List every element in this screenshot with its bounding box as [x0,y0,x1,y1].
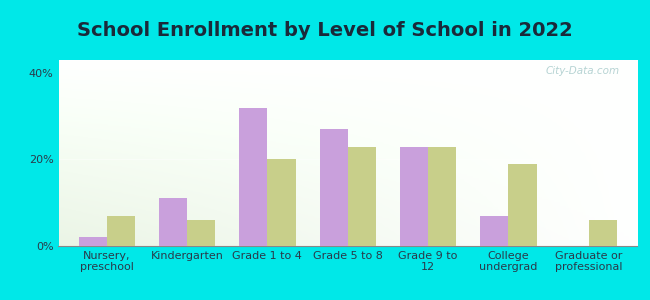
Bar [107,216,135,246]
Bar [589,220,617,246]
Bar [400,146,428,246]
Text: City-Data.com: City-Data.com [545,66,619,76]
Bar [239,108,267,246]
Bar [267,160,296,246]
Bar [159,198,187,246]
Bar [187,220,215,246]
Bar [428,146,456,246]
Bar [508,164,536,246]
Bar [320,129,348,246]
Bar [480,216,508,246]
Bar [348,146,376,246]
Text: School Enrollment by Level of School in 2022: School Enrollment by Level of School in … [77,21,573,40]
Bar [79,237,107,246]
